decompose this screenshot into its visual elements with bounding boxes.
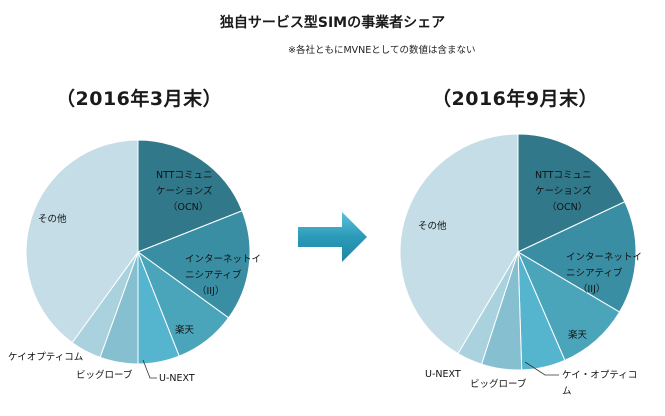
pie-label-1-3: ケイ・オプティコム — [562, 370, 637, 397]
leader-line-0-3 — [142, 359, 157, 379]
pie-slice-0-1 — [136, 210, 251, 319]
pie-label-1-0: NTTコミュニケーションズ（OCN） — [535, 170, 592, 213]
pie-slice-1-2 — [516, 250, 621, 361]
pie-label-0-5: ケイオプティコム — [8, 352, 83, 363]
pie-label-0-1: インターネットイニシアティブ（IIJ） — [185, 254, 261, 297]
pie-march-2016: NTTコミュニケーションズ（OCN） インターネットイニシアティブ（IIJ） 楽天 U… — [8, 139, 261, 384]
pie-september-2016: NTTコミュニケーションズ（OCN） インターネットイニシアティブ（IIJ） 楽天ケ… — [399, 133, 642, 397]
pie-label-0-6: その他 — [38, 213, 67, 225]
pie-label-1-1: インターネットイニシアティブ（IIJ） — [566, 252, 642, 295]
pie-slice-1-6 — [399, 133, 519, 355]
pie-slice-1-0 — [517, 133, 626, 253]
leader-line-1-3 — [524, 361, 559, 376]
left-pie-title: （2016年3月末） — [56, 88, 223, 110]
pie-slice-0-0 — [137, 139, 243, 253]
pie-label-1-6: その他 — [418, 220, 447, 232]
pie-label-1-4: ビッグローブ — [470, 378, 527, 390]
pie-label-0-2: 楽天 — [175, 324, 195, 336]
pie-slice-1-1 — [516, 201, 637, 313]
pie-label-1-5: U-NEXT — [425, 369, 461, 380]
chart-title: 独自サービス型SIMの事業者シェア — [219, 15, 446, 31]
pie-label-1-2: 楽天 — [568, 329, 588, 341]
right-pie-title: （2016年9月末） — [432, 88, 599, 110]
pie-label-0-3: U-NEXT — [159, 373, 195, 384]
arrow-right-icon — [298, 212, 367, 262]
pie-label-0-0: NTTコミュニケーションズ（OCN） — [156, 170, 213, 213]
pie-slice-0-6 — [25, 139, 139, 344]
pie-label-0-4: ビッグローブ — [76, 369, 133, 381]
chart-note: ※各社ともにMVNEとしての数値は含まない — [288, 45, 476, 56]
